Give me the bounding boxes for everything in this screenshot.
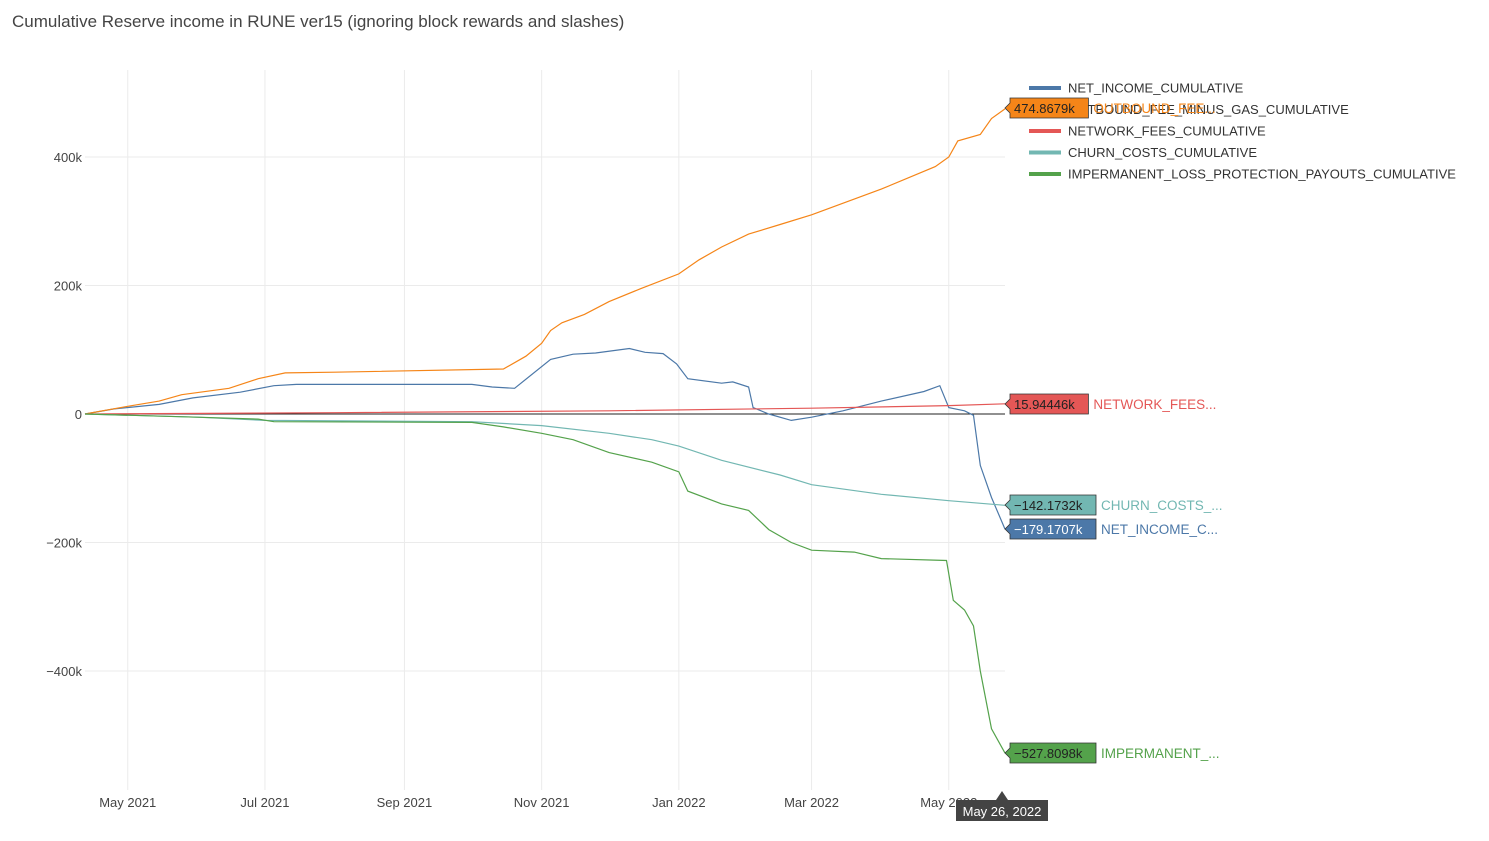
legend-label: NET_INCOME_CUMULATIVE [1068,81,1244,96]
series-end-label: NET_INCOME_C... [1101,522,1218,537]
legend-label: NETWORK_FEES_CUMULATIVE [1068,124,1266,139]
chart-title: Cumulative Reserve income in RUNE ver15 … [12,12,624,31]
series-line [84,108,1006,415]
hover-label: −179.1707k NET_INCOME_C... [1004,518,1218,540]
hover-label-box [1004,494,1097,516]
hover-label-box [1004,393,1089,415]
hover-date-box [956,791,1048,821]
y-tick-label: 200k [54,279,83,294]
y-tick-label: 400k [54,150,83,165]
hover-date-label: May 26, 2022 [963,804,1042,819]
series-end-label: CHURN_COSTS_... [1101,498,1223,513]
hover-label: 15.94446k NETWORK_FEES... [1004,393,1216,415]
y-tick-label: 0 [75,407,82,422]
hover-label-box [1004,97,1089,119]
y-tick-label: −200k [46,536,82,551]
hover-label: −527.8098k IMPERMANENT_... [1004,742,1220,764]
y-tick-label: −400k [46,664,82,679]
hover-labels: −179.1707k NET_INCOME_C... 474.8679k OUTBOU… [956,97,1223,821]
grid [85,70,1005,790]
series-end-label: OUTBOUND_FEE... [1093,101,1215,116]
legend-label: IMPERMANENT_LOSS_PROTECTION_PAYOUTS_CUMU… [1068,167,1456,182]
series-end-label: NETWORK_FEES... [1093,397,1216,412]
x-tick-label: May 2021 [99,795,156,810]
hover-label-box [1004,518,1097,540]
hover-label-value: −179.1707k [1014,522,1083,537]
series-lines [84,108,1006,754]
legend: NET_INCOME_CUMULATIVE OUTBOUND_FEE_MINUS_… [1029,81,1456,182]
hover-date: May 26, 2022 [956,791,1048,821]
x-tick-label: Mar 2022 [784,795,839,810]
series-line [84,413,1006,754]
series-end-label: IMPERMANENT_... [1101,746,1220,761]
series-line [84,403,1006,415]
hover-label-value: 474.8679k [1014,101,1075,116]
series-line [84,413,1006,506]
hover-label-value: 15.94446k [1014,397,1075,412]
x-tick-label: Nov 2021 [514,795,570,810]
hover-label-value: −527.8098k [1014,746,1083,761]
series-line [84,347,1006,530]
axes: May 2021 Jul 2021 Sep 2021 Nov 2021 Jan 2022… [46,150,977,810]
hover-label: −142.1732k CHURN_COSTS_... [1004,494,1223,516]
x-tick-label: Sep 2021 [377,795,433,810]
hover-label-box [1004,742,1097,764]
hover-label-value: −142.1732k [1014,498,1083,513]
legend-label: CHURN_COSTS_CUMULATIVE [1068,145,1257,160]
x-tick-label: Jul 2021 [240,795,289,810]
legend-label: OUTBOUND_FEE_MINUS_GAS_CUMULATIVE [1068,102,1349,117]
hover-label: 474.8679k OUTBOUND_FEE... [1004,97,1216,119]
x-tick-label: Jan 2022 [652,795,706,810]
